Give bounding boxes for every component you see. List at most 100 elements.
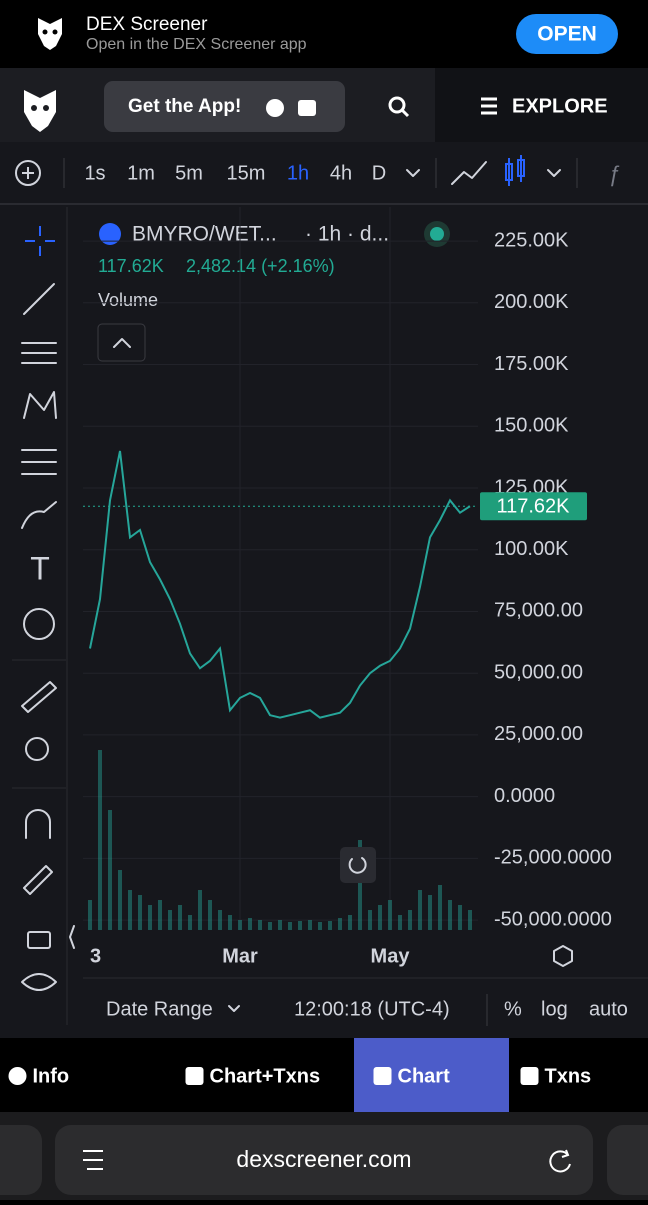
pattern-tool[interactable] (23, 391, 57, 419)
y-tick-label: 100.00K (494, 538, 569, 560)
visibility-tool[interactable] (21, 973, 57, 991)
reader-icon[interactable] (83, 1150, 103, 1170)
tab-icon[interactable] (373, 1067, 392, 1085)
volume-bar (188, 915, 192, 930)
trendline-tool[interactable] (23, 283, 55, 315)
tabs: Info Chart+Txns Chart Txns (0, 1038, 648, 1112)
url[interactable]: dexscreener.com (236, 1146, 411, 1172)
tab-label[interactable]: Chart+Txns (210, 1065, 321, 1087)
interval[interactable]: 5m (175, 162, 203, 184)
tab-icon[interactable] (185, 1067, 204, 1085)
fib-tool[interactable] (21, 342, 57, 364)
sidebar: T (12, 207, 68, 1025)
text-tool[interactable]: T (30, 550, 50, 586)
open-button-bg[interactable] (516, 14, 618, 54)
edit-lock-tool[interactable] (23, 865, 53, 895)
volume-bar (368, 910, 372, 930)
get-app-label[interactable]: Get the App! (128, 96, 241, 117)
price-line (89, 450, 471, 719)
settings-icon[interactable] (553, 945, 573, 967)
tab-icon[interactable] (520, 1067, 539, 1085)
add-indicator[interactable] (15, 160, 41, 186)
y-tick-label: 0.0000 (494, 785, 555, 807)
interval[interactable]: 1m (127, 162, 155, 184)
symbol: BMYRO/WET... (132, 223, 277, 246)
reload-icon[interactable] (549, 1149, 571, 1173)
x-tick-label: May (371, 945, 411, 967)
get-app-bg[interactable] (104, 81, 345, 132)
last-price-label: 117.62K (496, 496, 570, 518)
collapse-sidebar[interactable] (69, 925, 75, 949)
chevron[interactable] (547, 169, 561, 177)
explore-label[interactable]: EXPLORE (512, 95, 608, 117)
interval[interactable]: 1h (287, 162, 309, 184)
percent-toggle[interactable]: % (504, 998, 522, 1020)
chevron[interactable] (228, 1005, 240, 1012)
tab-next[interactable] (607, 1125, 648, 1195)
open-button-label[interactable]: OPEN (537, 23, 597, 46)
lock-tool[interactable] (27, 931, 51, 949)
explore-bg[interactable] (435, 68, 648, 142)
interval[interactable]: D (372, 162, 386, 184)
magnet-tool[interactable] (25, 809, 51, 839)
date-range[interactable]: Date Range (106, 998, 213, 1020)
y-tick-label: 25,000.00 (494, 723, 583, 745)
candle-icon[interactable] (505, 155, 525, 186)
nav-logo[interactable] (24, 90, 56, 132)
zoom-tool[interactable] (25, 737, 49, 761)
line-chart-icon[interactable] (451, 161, 487, 185)
get-app-button[interactable]: Get the App! (104, 81, 345, 132)
volume-bar (468, 910, 472, 930)
brush-tool[interactable] (21, 501, 57, 529)
tab-icon[interactable] (8, 1067, 27, 1085)
y-tick-label: -50,000.0000 (494, 908, 612, 930)
crosshair-tool[interactable] (25, 226, 55, 256)
interval[interactable]: 15m (227, 162, 266, 184)
tab-label[interactable]: Info (33, 1065, 70, 1087)
interval[interactable]: 1s (84, 162, 105, 184)
open-button[interactable]: OPEN (516, 14, 618, 54)
collapse-button[interactable] (97, 323, 146, 362)
interval-label: · 1h · d... (305, 223, 389, 246)
volume-bar (148, 905, 152, 930)
volume-bar (198, 890, 202, 930)
address-bar[interactable]: dexscreener.com (55, 1125, 593, 1195)
volume-bar (168, 910, 172, 930)
tab[interactable] (133, 1038, 354, 1112)
volume-bar (298, 921, 302, 930)
auto-toggle[interactable]: auto (589, 998, 628, 1020)
volume-bar (348, 915, 352, 930)
y-tick-label: 150.00K (494, 415, 569, 437)
volume-bar (228, 915, 232, 930)
banner-title: DEX Screener (86, 14, 208, 35)
interval[interactable]: 4h (330, 162, 352, 184)
explore-button[interactable]: EXPLORE (435, 68, 648, 142)
volume-bar (328, 921, 332, 930)
last-price-tag (480, 492, 587, 521)
volume-bar (218, 910, 222, 930)
volume-bar (238, 920, 242, 930)
y-tick-label: 225.00K (494, 229, 569, 251)
volume-label: Volume (98, 290, 158, 310)
y-tick-label: 175.00K (494, 353, 569, 375)
chevron[interactable] (406, 169, 420, 177)
search-button[interactable] (388, 96, 410, 118)
emoji-tool[interactable] (23, 608, 55, 640)
tab-label[interactable]: Chart (398, 1065, 451, 1087)
tab-label[interactable]: Txns (545, 1065, 592, 1087)
volume-bar (98, 750, 102, 930)
tab-prev[interactable] (0, 1125, 42, 1195)
ruler-tool[interactable] (21, 681, 57, 713)
volume-bar (458, 905, 462, 930)
prediction-tool[interactable] (21, 449, 57, 475)
log-toggle[interactable]: log (541, 998, 568, 1020)
volume-bar (388, 900, 392, 930)
formula-icon[interactable]: ƒ (608, 161, 620, 186)
volume-bar (318, 922, 322, 930)
y-tick-label: 200.00K (494, 291, 569, 313)
reset-button[interactable] (340, 847, 376, 883)
volume-bar (408, 910, 412, 930)
